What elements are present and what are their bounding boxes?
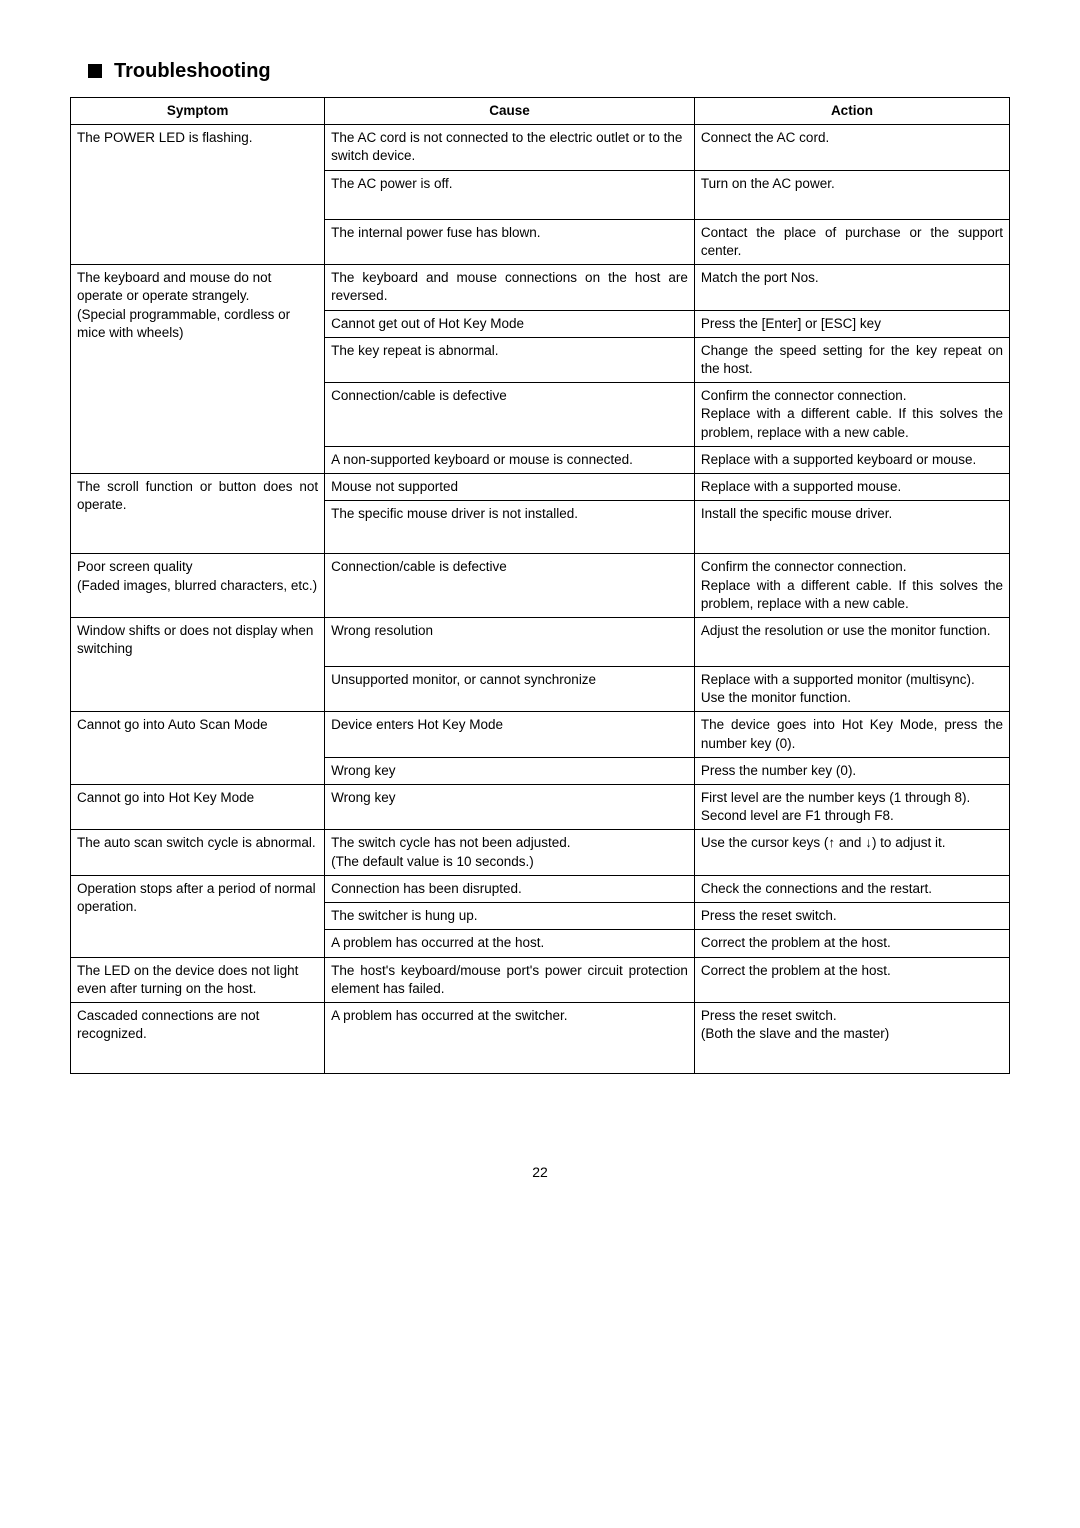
symptom-cell: Poor screen quality(Faded images, blurre… [71,554,325,618]
action-cell: Adjust the resolution or use the monitor… [694,617,1009,666]
cause-cell: The specific mouse driver is not install… [325,501,695,554]
cause-cell: Cannot get out of Hot Key Mode [325,310,695,337]
page-number: 22 [70,1164,1010,1180]
action-cell: Replace with a supported monitor (multis… [694,666,1009,711]
cause-cell: A problem has occurred at the host. [325,930,695,957]
cause-cell: The switcher is hung up. [325,903,695,930]
cause-cell: The AC cord is not connected to the elec… [325,125,695,170]
action-cell: Match the port Nos. [694,265,1009,310]
action-cell: Confirm the connector connection.Replace… [694,554,1009,618]
action-cell: The device goes into Hot Key Mode, press… [694,712,1009,757]
action-cell: Turn on the AC power. [694,170,1009,219]
header-action: Action [694,98,1009,125]
title-text: Troubleshooting [114,60,271,82]
cause-cell: The AC power is off. [325,170,695,219]
action-cell: Confirm the connector connection.Replace… [694,383,1009,447]
symptom-cell: The LED on the device does not light eve… [71,957,325,1002]
table-row: Poor screen quality(Faded images, blurre… [71,554,1010,618]
action-cell: Change the speed setting for the key rep… [694,337,1009,382]
action-cell: Press the reset switch.(Both the slave a… [694,1003,1009,1074]
cause-cell: Connection/cable is defective [325,554,695,618]
table-row: The scroll function or button does not o… [71,474,1010,501]
action-cell: Correct the problem at the host. [694,930,1009,957]
cause-cell: The host's keyboard/mouse port's power c… [325,957,695,1002]
table-row: Cannot go into Hot Key Mode Wrong key Fi… [71,785,1010,830]
action-cell: Press the reset switch. [694,903,1009,930]
cause-cell: Wrong resolution [325,617,695,666]
symptom-cell: Cannot go into Auto Scan Mode [71,712,325,785]
action-cell: Press the [Enter] or [ESC] key [694,310,1009,337]
symptom-cell: The POWER LED is flashing. [71,125,325,265]
cause-cell: The switch cycle has not been adjusted.(… [325,830,695,875]
table-row: The LED on the device does not light eve… [71,957,1010,1002]
table-row: The POWER LED is flashing. The AC cord i… [71,125,1010,170]
header-symptom: Symptom [71,98,325,125]
cause-cell: Wrong key [325,785,695,830]
table-row: Cannot go into Auto Scan Mode Device ent… [71,712,1010,757]
cause-cell: The keyboard and mouse connections on th… [325,265,695,310]
symptom-cell: Window shifts or does not display when s… [71,617,325,711]
cause-cell: Connection/cable is defective [325,383,695,447]
action-cell: Replace with a supported keyboard or mou… [694,446,1009,473]
action-cell: Install the specific mouse driver. [694,501,1009,554]
cause-cell: Device enters Hot Key Mode [325,712,695,757]
action-cell: Contact the place of purchase or the sup… [694,219,1009,264]
action-cell: Replace with a supported mouse. [694,474,1009,501]
cause-cell: Mouse not supported [325,474,695,501]
table-row: Cascaded connections are not recognized.… [71,1003,1010,1074]
action-cell: Press the number key (0). [694,757,1009,784]
header-cause: Cause [325,98,695,125]
cause-cell: The key repeat is abnormal. [325,337,695,382]
cause-cell: Connection has been disrupted. [325,875,695,902]
symptom-cell: Cascaded connections are not recognized. [71,1003,325,1074]
table-row: Window shifts or does not display when s… [71,617,1010,666]
troubleshooting-table: Symptom Cause Action The POWER LED is fl… [70,97,1010,1074]
table-row: The keyboard and mouse do not operate or… [71,265,1010,310]
page-title: Troubleshooting [88,60,1010,83]
cause-cell: A non-supported keyboard or mouse is con… [325,446,695,473]
cause-cell: Wrong key [325,757,695,784]
table-header-row: Symptom Cause Action [71,98,1010,125]
table-row: Operation stops after a period of normal… [71,875,1010,902]
symptom-cell: The scroll function or button does not o… [71,474,325,554]
action-cell: Connect the AC cord. [694,125,1009,170]
action-cell: Check the connections and the restart. [694,875,1009,902]
symptom-cell: Cannot go into Hot Key Mode [71,785,325,830]
symptom-cell: The keyboard and mouse do not operate or… [71,265,325,474]
cause-cell: Unsupported monitor, or cannot synchroni… [325,666,695,711]
action-cell: First level are the number keys (1 throu… [694,785,1009,830]
symptom-cell: The auto scan switch cycle is abnormal. [71,830,325,875]
action-cell: Use the cursor keys (↑ and ↓) to adjust … [694,830,1009,875]
bullet-square-icon [88,64,102,78]
cause-cell: A problem has occurred at the switcher. [325,1003,695,1074]
cause-cell: The internal power fuse has blown. [325,219,695,264]
symptom-cell: Operation stops after a period of normal… [71,875,325,957]
table-row: The auto scan switch cycle is abnormal. … [71,830,1010,875]
action-cell: Correct the problem at the host. [694,957,1009,1002]
